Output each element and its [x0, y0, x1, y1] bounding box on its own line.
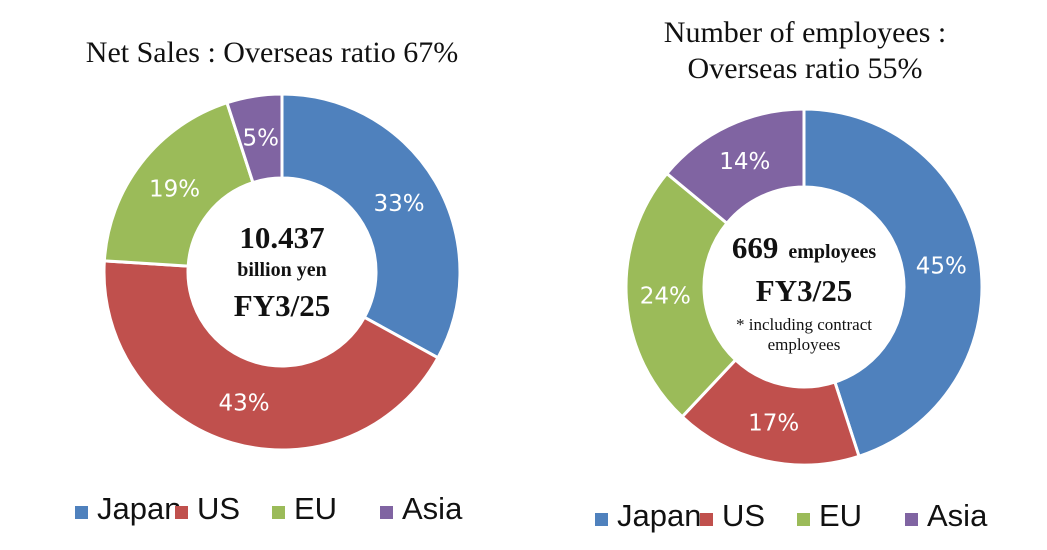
net-sales-legend-us: US — [197, 491, 240, 526]
employees-label-us: 17% — [748, 411, 799, 437]
net-sales-legend-swatch-us — [175, 506, 188, 519]
employees-center-note-line2: employees — [768, 335, 841, 354]
employees-legend-japan: Japan — [617, 498, 701, 533]
employees-slice-japan — [802, 107, 984, 459]
employees-center: 669 employees FY3/25 * including contrac… — [732, 230, 876, 354]
net-sales-title: Net Sales : Overseas ratio 67% — [86, 36, 458, 69]
net-sales-label-japan: 33% — [373, 191, 424, 217]
net-sales-center-value: 10.437 — [239, 220, 324, 255]
net-sales-slice-asia — [225, 92, 284, 185]
employees-slice-eu — [624, 171, 738, 419]
employees-center-value: 669 — [732, 230, 779, 265]
employees-title-line1: Number of employees : — [664, 16, 946, 49]
net-sales-center-period: FY3/25 — [234, 288, 330, 323]
employees-legend-swatch-asia — [905, 513, 918, 526]
net-sales-label-asia: 5% — [242, 126, 279, 152]
employees-slice-us — [680, 357, 861, 467]
net-sales-legend-swatch-asia — [380, 506, 393, 519]
employees-label-asia: 14% — [719, 149, 770, 175]
employees-legend-eu: EU — [819, 498, 862, 533]
net-sales-slice-us — [102, 259, 441, 452]
employees-legend-swatch-us — [700, 513, 713, 526]
net-sales-center-unit: billion yen — [237, 259, 326, 281]
employees-donut: 45% 17% 24% 14% — [624, 107, 984, 467]
employees-legend-swatch-eu — [797, 513, 810, 526]
net-sales-legend-swatch-japan — [75, 506, 88, 519]
net-sales-legend-japan: Japan — [97, 491, 181, 526]
net-sales-donut: 33% 43% 19% 5% — [102, 92, 462, 452]
employees-label-japan: 45% — [916, 253, 967, 279]
net-sales-legend-asia: Asia — [402, 491, 463, 526]
net-sales-center: 10.437 billion yen FY3/25 — [234, 220, 330, 323]
net-sales-slice-japan — [280, 92, 462, 360]
employees-legend-us: US — [722, 498, 765, 533]
net-sales-label-us: 43% — [218, 391, 269, 417]
net-sales-legend: Japan US EU Asia — [75, 491, 463, 526]
net-sales-legend-swatch-eu — [272, 506, 285, 519]
employees-center-count: 669 employees — [732, 230, 876, 265]
employees-legend-asia: Asia — [927, 498, 988, 533]
employees-center-period: FY3/25 — [756, 273, 852, 308]
employees-title-line2: Overseas ratio 55% — [688, 52, 923, 85]
employees-legend: Japan US EU Asia — [595, 498, 988, 533]
net-sales-chart: Net Sales : Overseas ratio 67% 33% 43% 19%… — [75, 36, 463, 526]
employees-slice-asia — [664, 107, 806, 226]
employees-chart: Number of employees : Overseas ratio 55%… — [595, 16, 988, 533]
employees-label-eu: 24% — [640, 284, 691, 310]
net-sales-legend-eu: EU — [294, 491, 337, 526]
employees-center-unit: employees — [788, 241, 876, 263]
employees-legend-swatch-japan — [595, 513, 608, 526]
net-sales-slice-eu — [102, 100, 255, 268]
employees-center-note-line1: * including contract — [736, 315, 872, 334]
net-sales-label-eu: 19% — [149, 177, 200, 203]
